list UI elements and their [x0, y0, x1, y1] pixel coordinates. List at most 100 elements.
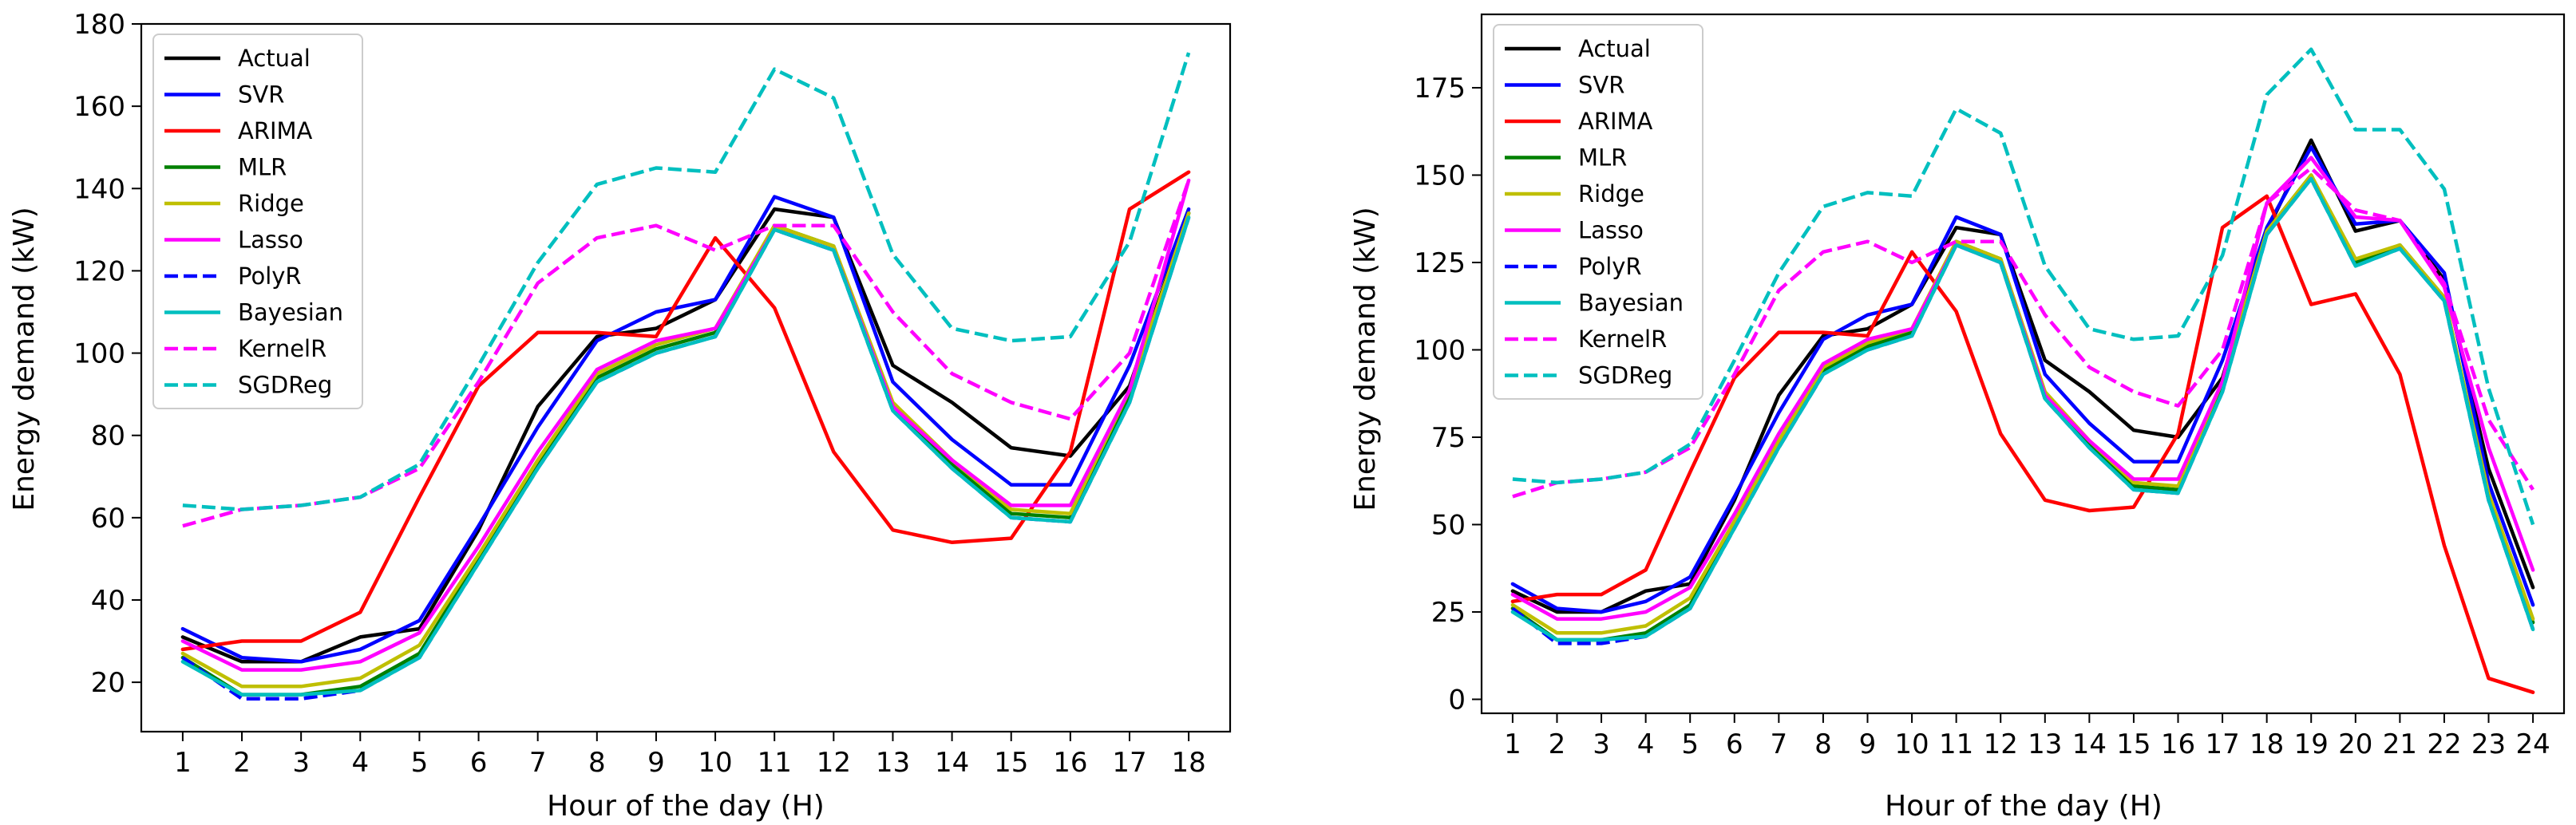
chart-right: Hour of the day (H) Energy demand (kW) 1…	[1349, 13, 2566, 823]
right-y-tick-label-25: 25	[1431, 597, 1466, 629]
right-x-tick-label-9: 9	[1859, 728, 1877, 760]
right-legend-label-polyr: PolyR	[1578, 253, 1642, 280]
left-x-tick-label-14: 14	[935, 747, 969, 779]
right-legend-label-bayesian: Bayesian	[1578, 290, 1684, 317]
right-y-tick-label-100: 100	[1414, 334, 1466, 366]
left-x-tick-label-17: 17	[1112, 747, 1146, 779]
right-x-tick-label-22: 22	[2427, 728, 2461, 760]
right-x-tick-label-15: 15	[2116, 728, 2151, 760]
right-x-tick-label-6: 6	[1726, 728, 1743, 760]
right-legend-label-actual: Actual	[1578, 35, 1651, 62]
left-legend-label-mlr: MLR	[238, 154, 287, 181]
left-x-tick-label-18: 18	[1171, 747, 1205, 779]
right-legend-label-arima: ARIMA	[1578, 108, 1653, 135]
left-legend-label-polyr: PolyR	[238, 262, 302, 290]
left-axes-frame	[140, 22, 1232, 733]
left-x-tick-label-8: 8	[588, 747, 606, 779]
left-series-ridge-line	[180, 211, 1191, 689]
left-x-tick-label-6: 6	[470, 747, 488, 779]
left-legend-label-actual: Actual	[238, 45, 311, 72]
right-x-tick-label-13: 13	[2028, 728, 2062, 760]
left-x-tick-label-3: 3	[292, 747, 310, 779]
right-y-tick-label-50: 50	[1431, 509, 1466, 541]
left-legend: Actual SVR ARIMA MLR Ridge Lasso PolyR Bayesian…	[152, 34, 363, 409]
left-legend-label-bayesian: Bayesian	[238, 299, 343, 326]
right-legend-label-kernelr: KernelR	[1578, 326, 1667, 353]
right-y-tick-label-75: 75	[1431, 422, 1466, 454]
left-legend-label-kernelr: KernelR	[238, 335, 326, 362]
left-legend-box	[152, 34, 363, 409]
left-series-lasso-line	[180, 178, 1191, 672]
right-series-actual-line	[1510, 138, 2535, 614]
left-series-sgdreg-line	[182, 52, 1191, 511]
right-legend-label-sgdreg: SGDReg	[1578, 362, 1672, 389]
right-x-axis-title: Hour of the day (H)	[1885, 790, 2162, 823]
right-x-tick-label-5: 5	[1681, 728, 1699, 760]
right-legend-label-svr: SVR	[1578, 72, 1624, 99]
left-x-tick-label-2: 2	[233, 747, 251, 779]
left-y-tick-label-160: 160	[73, 91, 125, 123]
right-y-tick-label-175: 175	[1414, 73, 1466, 105]
right-legend-label-mlr: MLR	[1578, 144, 1627, 172]
left-x-tick-label-5: 5	[411, 747, 429, 779]
right-x-tick-label-24: 24	[2515, 728, 2550, 760]
left-series-kernelr-line	[182, 180, 1191, 528]
left-y-tick-label-100: 100	[73, 338, 125, 370]
right-x-tick-label-17: 17	[2205, 728, 2239, 760]
left-series-bayesian-line	[180, 215, 1191, 697]
right-series-bayesian-line	[1510, 176, 2535, 642]
right-x-tick-label-14: 14	[2072, 728, 2107, 760]
left-x-tick-label-15: 15	[994, 747, 1028, 779]
right-x-tick-label-23: 23	[2471, 728, 2506, 760]
right-x-tick-label-16: 16	[2161, 728, 2195, 760]
left-x-tick-label-10: 10	[698, 747, 732, 779]
left-x-tick-label-7: 7	[529, 747, 547, 779]
left-legend-label-lasso: Lasso	[238, 227, 303, 254]
right-x-tick-label-4: 4	[1637, 728, 1655, 760]
left-y-tick-label-80: 80	[91, 420, 125, 452]
left-x-tick-label-12: 12	[817, 747, 851, 779]
left-series-svr-line	[180, 195, 1191, 664]
left-x-tick-label-1: 1	[174, 747, 192, 779]
left-y-tick-label-60: 60	[91, 503, 125, 535]
left-x-tick-label-11: 11	[758, 747, 792, 779]
left-y-tick-label-140: 140	[73, 173, 125, 205]
left-x-tick-label-4: 4	[351, 747, 369, 779]
right-legend-label-lasso: Lasso	[1578, 217, 1644, 244]
chart-left: Hour of the day (H) Energy demand (kW) 1…	[8, 9, 1232, 823]
right-x-tick-label-8: 8	[1814, 728, 1832, 760]
right-y-tick-label-125: 125	[1414, 247, 1466, 279]
left-x-tick-label-13: 13	[876, 747, 910, 779]
right-series-sgdreg-line	[1512, 47, 2535, 526]
right-series-arima-line	[1510, 194, 2535, 694]
left-series-arima-line	[180, 170, 1191, 652]
right-x-tick-label-18: 18	[2250, 728, 2284, 760]
right-x-tick-label-10: 10	[1894, 728, 1929, 760]
right-legend: Actual SVR ARIMA MLR Ridge Lasso PolyR Bayesian…	[1493, 24, 1703, 400]
right-series-kernelr-line	[1512, 166, 2534, 499]
right-x-tick-label-2: 2	[1549, 728, 1566, 760]
right-legend-label-ridge: Ridge	[1578, 180, 1644, 207]
left-y-tick-label-120: 120	[73, 255, 125, 287]
left-series-actual-line	[180, 207, 1191, 664]
left-y-axis-title: Energy demand (kW)	[8, 207, 41, 511]
left-legend-label-sgdreg: SGDReg	[238, 372, 332, 399]
left-y-tick-label-40: 40	[91, 585, 125, 617]
left-legend-label-ridge: Ridge	[238, 190, 304, 217]
left-x-tick-label-9: 9	[647, 747, 665, 779]
right-x-tick-label-20: 20	[2338, 728, 2372, 760]
right-legend-box	[1493, 24, 1703, 400]
right-y-tick-label-150: 150	[1414, 160, 1466, 191]
left-y-tick-label-180: 180	[73, 9, 125, 41]
right-x-tick-label-11: 11	[1939, 728, 1973, 760]
left-x-tick-label-16: 16	[1053, 747, 1087, 779]
left-x-axis-title: Hour of the day (H)	[547, 790, 825, 823]
left-legend-label-arima: ARIMA	[238, 117, 313, 144]
right-x-tick-label-1: 1	[1504, 728, 1521, 760]
left-legend-label-svr: SVR	[238, 81, 284, 109]
right-y-axis-title: Energy demand (kW)	[1349, 207, 1382, 511]
right-series-svr-line	[1510, 145, 2535, 614]
left-y-tick-label-20: 20	[91, 667, 125, 699]
